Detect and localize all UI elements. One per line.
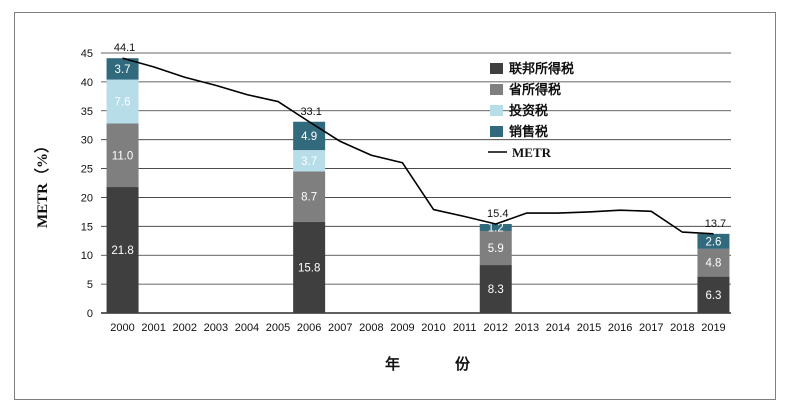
x-tick-labels: 2000 2001 2002 2003 2004 2005 2006 2007 2008 2009… [110, 322, 725, 334]
bar-2000: 21.8 11.0 7.6 3.7 [106, 58, 139, 313]
legend-label-1: 省所得税 [508, 82, 561, 97]
x-tick-2005: 2005 [266, 322, 290, 334]
y-tick-30: 30 [81, 135, 93, 147]
total-label-2012: 15.4 [487, 208, 508, 220]
bar-segment-2006-1 [293, 171, 326, 222]
y-tick-35: 35 [81, 106, 93, 118]
y-tick-labels: 0 5 10 15 20 25 30 35 40 45 [81, 48, 93, 320]
segment-label-2006-0: 15.8 [298, 262, 320, 274]
legend-swatch-2 [490, 105, 503, 116]
segment-label-2019-0: 6.3 [705, 290, 721, 302]
y-axis-title: METR（%） [33, 138, 51, 228]
legend-label-metr: METR [512, 145, 552, 160]
bar-segment-2012-1 [479, 230, 512, 266]
bar-segment-2019-0 [697, 276, 730, 313]
bar-total-labels: 44.1 33.1 15.4 13.7 [114, 42, 726, 230]
x-tick-2009: 2009 [390, 322, 414, 334]
x-axis-title: 年 份 [385, 355, 471, 373]
x-axis-title-char-1: 年 [385, 355, 400, 373]
segment-label-2019-1: 4.8 [705, 258, 721, 270]
y-tick-25: 25 [81, 164, 93, 176]
x-axis-title-char-2: 份 [455, 355, 471, 373]
x-tick-2019: 2019 [701, 322, 725, 334]
metr-line [122, 57, 714, 235]
legend-swatch-3 [490, 126, 503, 137]
legend-swatch-1 [490, 84, 503, 95]
stacked-bars: 21.8 11.0 7.6 3.7 15.8 8.7 3.7 4.9 8.3 5.9 1.2 6.3 4… [106, 58, 730, 313]
segment-label-2012-1: 5.9 [488, 243, 504, 255]
legend-swatch-0 [490, 63, 503, 74]
segment-label-2019-3: 2.6 [705, 236, 721, 248]
segment-label-2006-2: 3.7 [301, 156, 317, 168]
y-axis-title-text: METR（%） [33, 138, 51, 228]
y-tick-10: 10 [81, 250, 93, 262]
bar-segment-2012-0 [479, 265, 512, 313]
y-tick-0: 0 [87, 308, 93, 320]
x-tick-2004: 2004 [235, 322, 259, 334]
chart-frame: 0 5 10 15 20 25 30 35 40 45 2000 2001 2002 2003 2004 2… [14, 12, 776, 400]
x-tick-2002: 2002 [173, 322, 197, 334]
segment-label-2000-1: 11.0 [112, 150, 134, 162]
y-tick-20: 20 [81, 192, 93, 204]
total-label-2006: 33.1 [300, 106, 321, 118]
segment-label-2012-3: 1.2 [488, 222, 504, 234]
bar-2006: 15.8 8.7 3.7 4.9 [293, 121, 326, 313]
y-tick-40: 40 [81, 77, 93, 89]
bar-segment-2006-2 [293, 150, 326, 172]
legend-label-0: 联邦所得税 [509, 61, 574, 76]
bar-segment-2000-2 [106, 79, 139, 124]
segment-label-2000-3: 3.7 [115, 64, 131, 76]
metr-line-group [122, 57, 714, 235]
x-tick-2015: 2015 [577, 322, 601, 334]
x-tick-2016: 2016 [608, 322, 632, 334]
x-tick-2000: 2000 [110, 322, 134, 334]
x-tick-2018: 2018 [670, 322, 694, 334]
x-tick-2013: 2013 [515, 322, 539, 334]
bar-segment-2019-1 [697, 248, 730, 277]
bar-segment-2000-0 [106, 187, 139, 313]
segment-label-2006-3: 4.9 [301, 131, 317, 143]
x-tick-2012: 2012 [484, 322, 508, 334]
segment-label-2006-1: 8.7 [301, 192, 317, 204]
x-tick-2007: 2007 [328, 322, 352, 334]
legend-label-3: 销售税 [509, 124, 548, 139]
bar-2019: 6.3 4.8 2.6 [697, 233, 730, 313]
bar-segment-2019-3 [697, 233, 730, 249]
x-tick-2001: 2001 [141, 322, 165, 334]
x-tick-2017: 2017 [639, 322, 663, 334]
x-tick-2014: 2014 [546, 322, 570, 334]
y-tick-45: 45 [81, 48, 93, 60]
bar-segment-2006-0 [293, 221, 326, 313]
segment-label-2000-0: 21.8 [111, 245, 133, 257]
bar-segment-2000-3 [106, 58, 139, 80]
bar-segment-2000-1 [106, 123, 139, 188]
total-label-2000: 44.1 [114, 42, 135, 54]
segment-label-2000-2: 7.6 [115, 97, 131, 109]
x-tick-2006: 2006 [297, 322, 321, 334]
total-label-2019: 13.7 [705, 218, 726, 230]
x-tick-2011: 2011 [453, 322, 477, 334]
segment-label-2012-0: 8.3 [488, 284, 504, 296]
bar-2012: 8.3 5.9 1.2 [479, 222, 512, 313]
bar-segment-2006-3 [293, 121, 326, 151]
bar-segment-2012-3 [479, 224, 512, 231]
grid-lines [101, 52, 731, 314]
x-tick-2003: 2003 [204, 322, 228, 334]
y-tick-15: 15 [81, 221, 93, 233]
x-tick-2010: 2010 [421, 322, 445, 334]
x-tick-2008: 2008 [359, 322, 383, 334]
y-tick-5: 5 [87, 279, 93, 291]
legend-label-2: 投资税 [509, 103, 548, 118]
